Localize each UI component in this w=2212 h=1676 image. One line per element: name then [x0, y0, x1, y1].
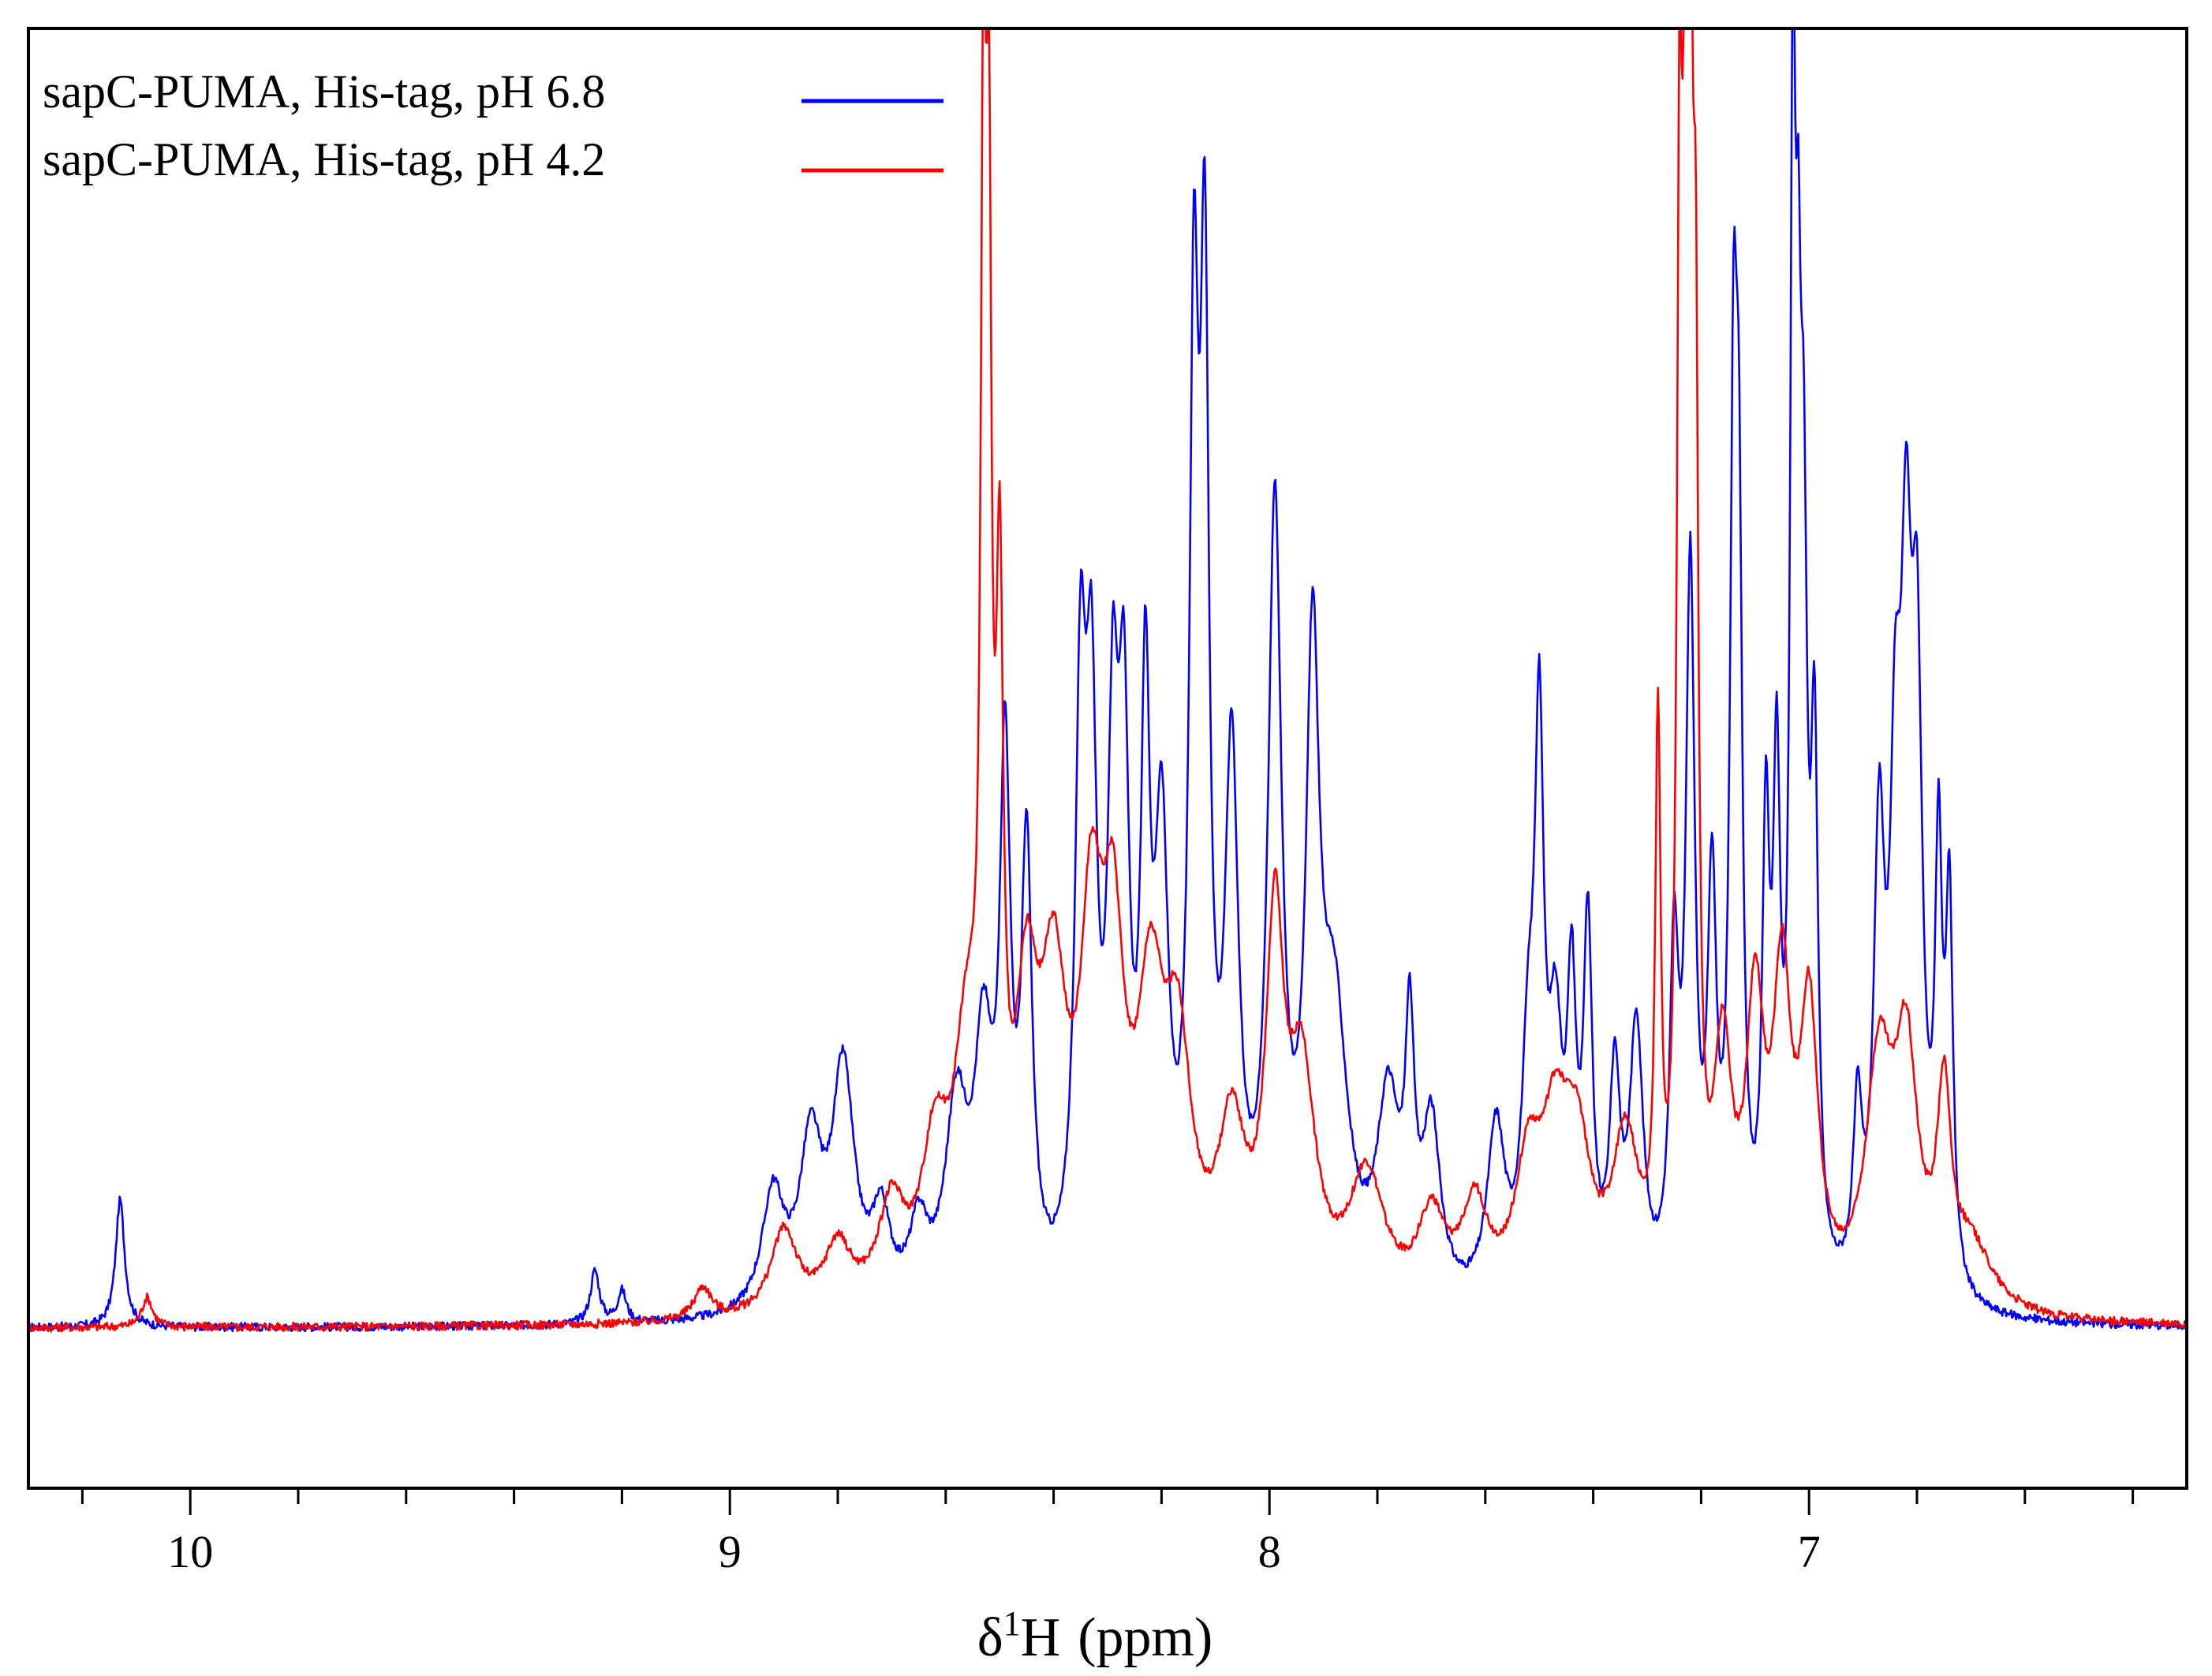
x-tick-label: 10 [167, 1526, 213, 1577]
legend-label-ph-4-2: sapC-PUMA, His-tag, pH 4.2 [43, 133, 605, 185]
legend: sapC-PUMA, His-tag, pH 6.8 sapC-PUMA, Hi… [43, 65, 943, 185]
legend-label-ph-6-8: sapC-PUMA, His-tag, pH 6.8 [43, 65, 605, 118]
plot-frame [27, 27, 2188, 1490]
x-tick-label: 8 [1258, 1526, 1281, 1577]
spectrum-line-ph-4-2 [30, 30, 2185, 1333]
x-tick-label: 7 [1798, 1526, 1821, 1577]
x-tick-label: 9 [719, 1526, 742, 1577]
spectrum-line-ph-6-8 [30, 30, 2185, 1333]
x-axis-ticks: 10 9 8 7 [80, 1488, 2135, 1577]
x-axis-title: δ1H (ppm) [977, 1604, 1213, 1668]
